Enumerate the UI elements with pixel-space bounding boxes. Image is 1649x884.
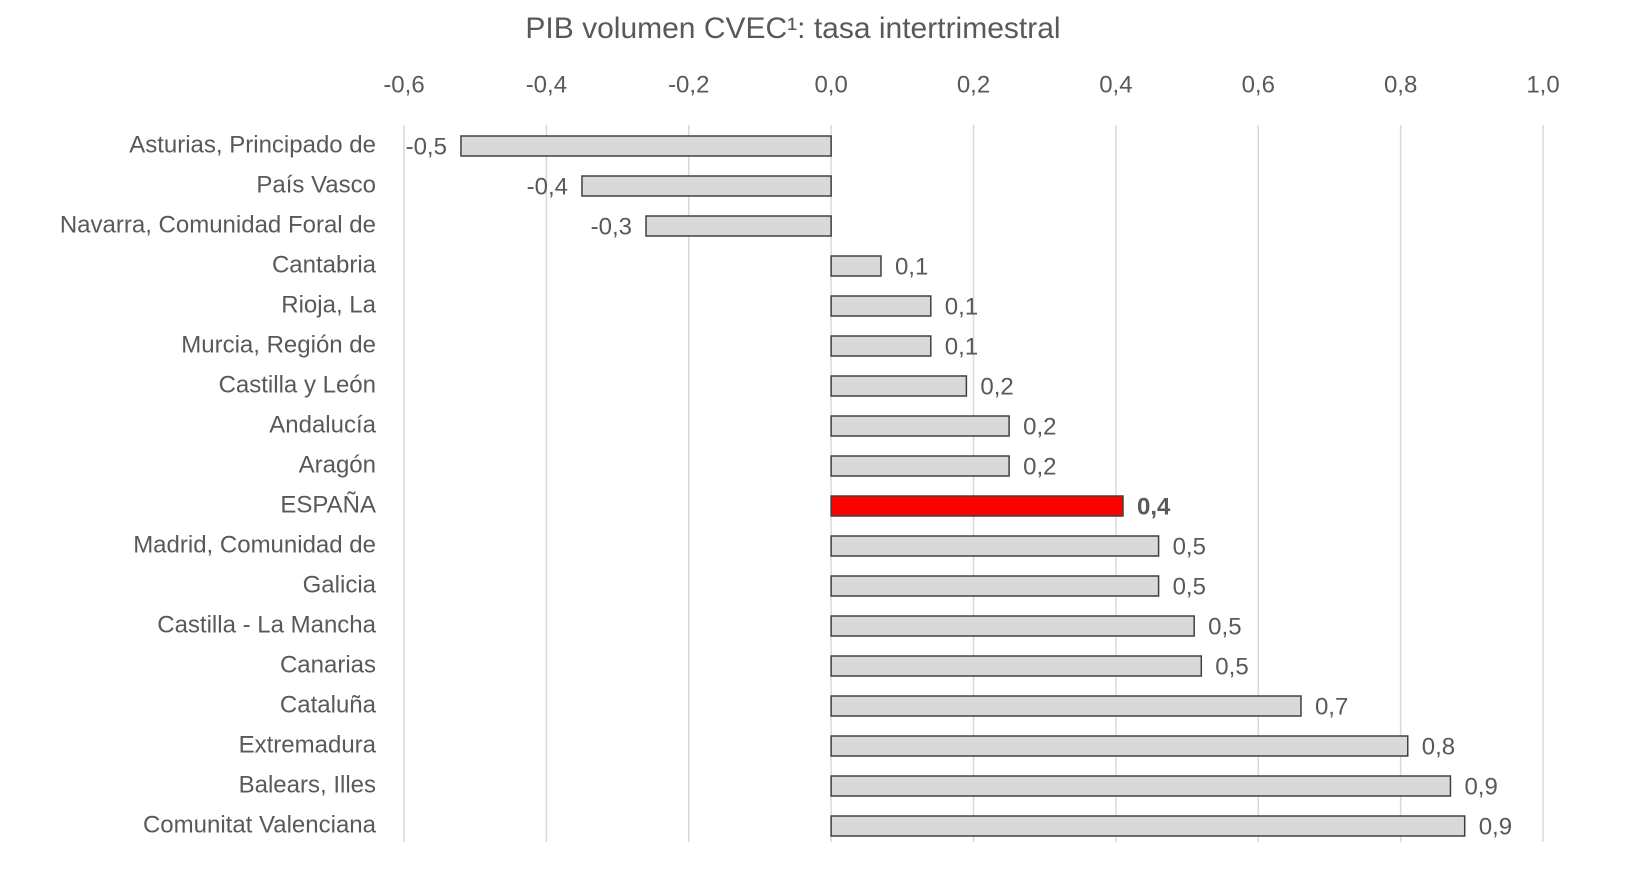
value-label: 0,8 (1422, 733, 1455, 760)
x-tick-label: 0,0 (814, 71, 847, 98)
y-tick-label: Comunitat Valenciana (143, 811, 377, 838)
bar (830, 335, 932, 357)
y-tick-label: Castilla - La Mancha (157, 611, 376, 638)
x-tick-label: -0,6 (383, 71, 424, 98)
bar (460, 135, 832, 157)
bar (645, 215, 832, 237)
bar (830, 575, 1160, 597)
x-tick-label: 1,0 (1526, 71, 1559, 98)
y-tick-label: Castilla y León (219, 371, 376, 398)
bar (830, 695, 1302, 717)
value-label: 0,2 (1023, 453, 1056, 480)
x-tick-label: -0,2 (668, 71, 709, 98)
value-label: 0,9 (1464, 773, 1497, 800)
y-tick-label: Asturias, Principado de (129, 131, 376, 158)
value-label: 0,5 (1173, 573, 1206, 600)
bar (830, 295, 932, 317)
value-label: 0,2 (980, 373, 1013, 400)
y-tick-label: Andalucía (269, 411, 376, 438)
value-label: -0,3 (591, 213, 632, 240)
bar (830, 455, 1010, 477)
value-label: 0,1 (945, 293, 978, 320)
bar (830, 735, 1409, 757)
bar (830, 415, 1010, 437)
value-label: 0,1 (895, 253, 928, 280)
value-label: -0,4 (527, 173, 568, 200)
y-tick-label: ESPAÑA (280, 491, 376, 518)
y-tick-label: Madrid, Comunidad de (133, 531, 376, 558)
value-label: 0,5 (1215, 653, 1248, 680)
value-label: 0,5 (1173, 533, 1206, 560)
value-label: 0,7 (1315, 693, 1348, 720)
y-tick-label: Cataluña (280, 691, 377, 718)
x-tick-label: -0,4 (526, 71, 567, 98)
y-tick-label: Extremadura (239, 731, 377, 758)
bar (830, 775, 1452, 797)
y-tick-label: Aragón (299, 451, 376, 478)
y-tick-label: Navarra, Comunidad Foral de (60, 211, 376, 238)
bar (830, 615, 1195, 637)
y-tick-label: País Vasco (256, 171, 376, 198)
bar (830, 375, 968, 397)
value-label: -0,5 (406, 133, 447, 160)
bar (830, 655, 1203, 677)
x-tick-label: 0,6 (1242, 71, 1275, 98)
bar (830, 815, 1466, 837)
bar (830, 535, 1160, 557)
value-label: 0,4 (1137, 493, 1171, 520)
y-tick-label: Balears, Illes (239, 771, 376, 798)
y-tick-label: Canarias (280, 651, 376, 678)
bar (830, 255, 882, 277)
value-label: 0,2 (1023, 413, 1056, 440)
value-label: 0,1 (945, 333, 978, 360)
bar (830, 495, 1124, 517)
value-label: 0,9 (1479, 813, 1512, 840)
x-tick-label: 0,4 (1099, 71, 1132, 98)
y-tick-label: Cantabria (272, 251, 377, 278)
y-tick-label: Murcia, Región de (181, 331, 376, 358)
value-label: 0,5 (1208, 613, 1241, 640)
bar (581, 175, 832, 197)
x-tick-label: 0,2 (957, 71, 990, 98)
x-tick-label: 0,8 (1384, 71, 1417, 98)
y-tick-label: Rioja, La (281, 291, 376, 318)
chart-title: PIB volumen CVEC¹: tasa intertrimestral (525, 12, 1060, 45)
y-tick-label: Galicia (303, 571, 377, 598)
